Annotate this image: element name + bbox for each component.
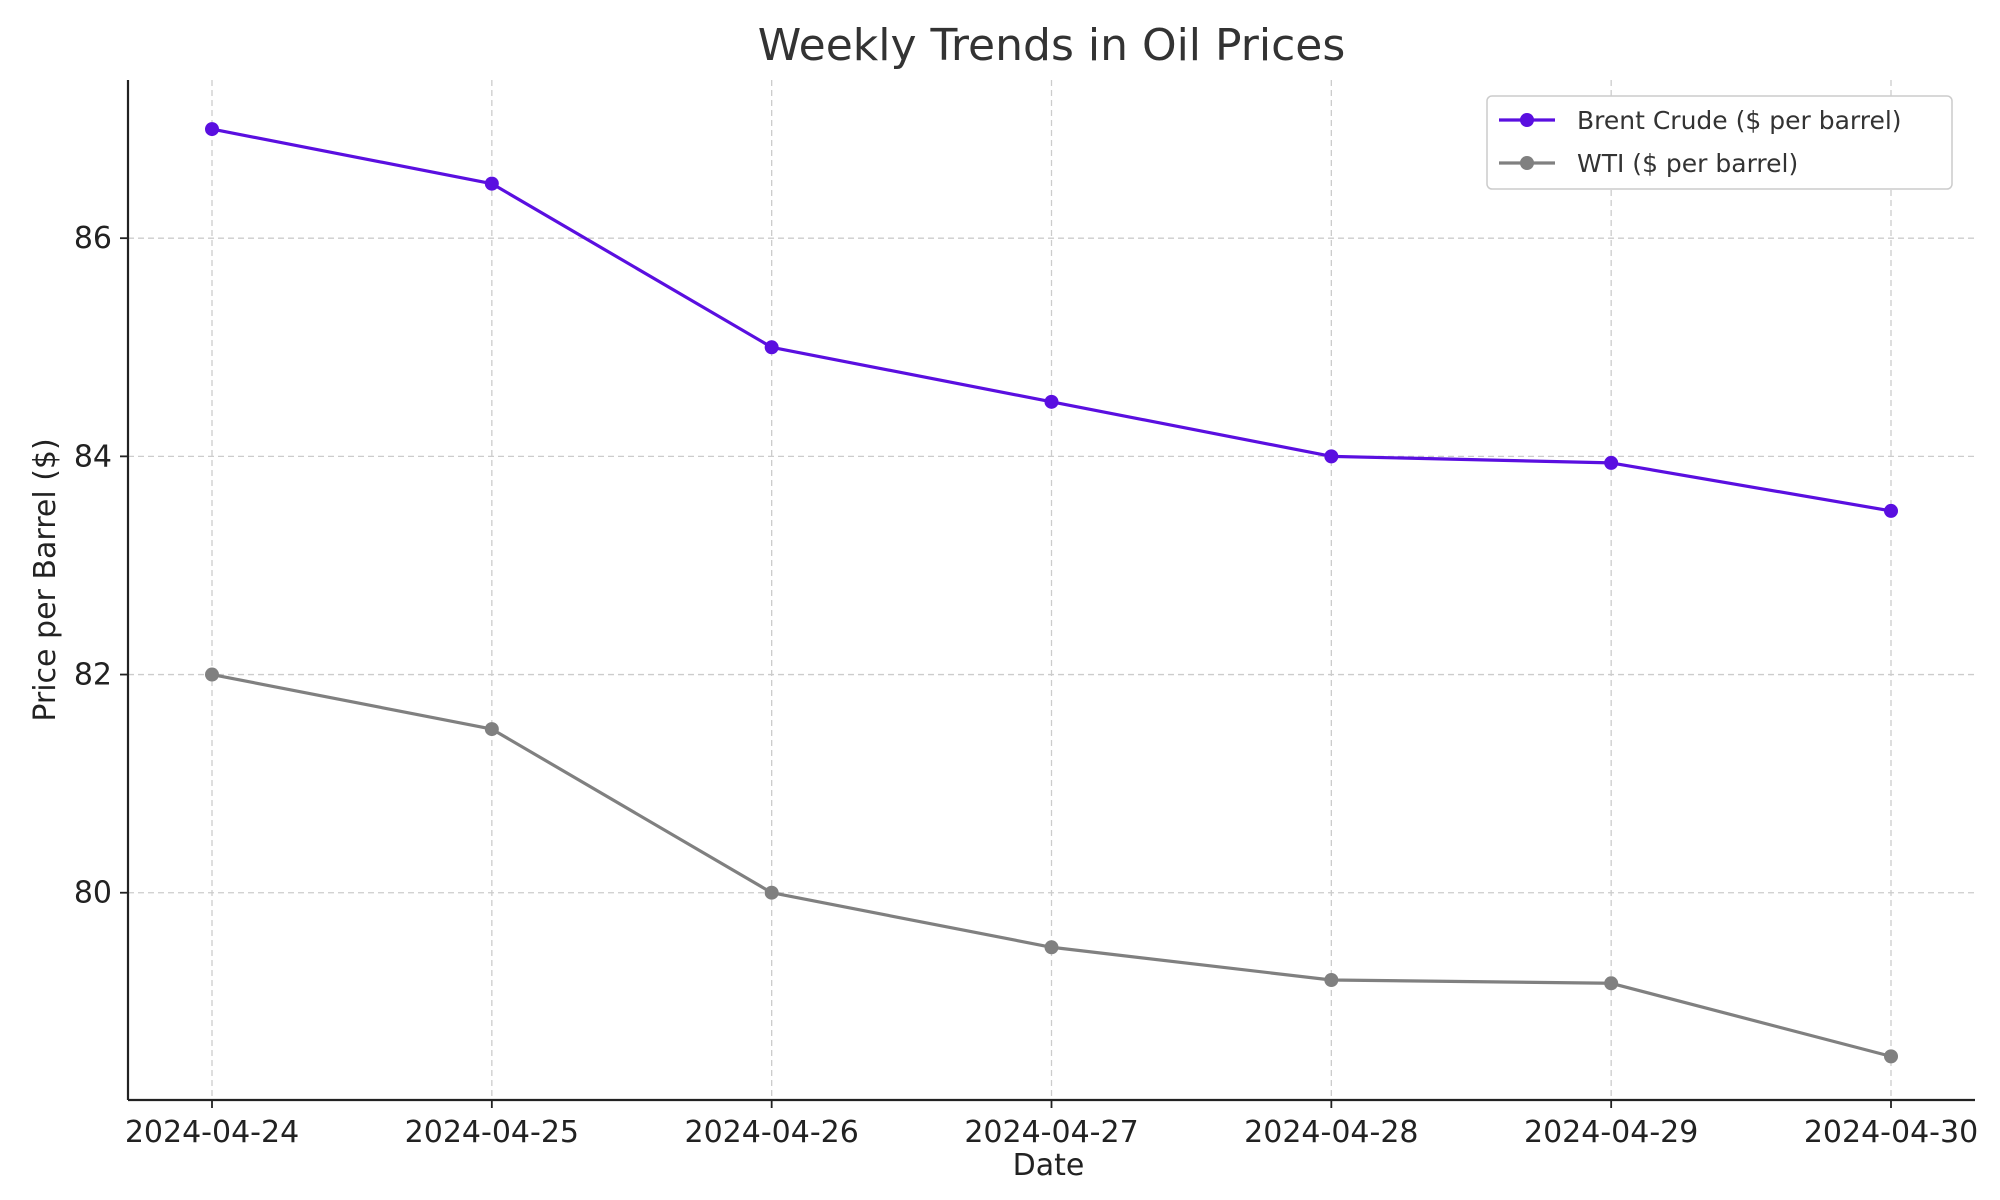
series-brent-crude <box>205 122 1898 518</box>
data-point <box>1604 455 1619 470</box>
x-tick-label: 2024-04-30 <box>1804 1115 1978 1150</box>
chart-title: Weekly Trends in Oil Prices <box>758 20 1346 71</box>
x-tick-label: 2024-04-27 <box>964 1115 1138 1150</box>
series-lines <box>205 122 1898 1064</box>
legend-entry: Brent Crude ($ per barrel) <box>1499 106 1902 135</box>
y-axis-label: Price per Barrel ($) <box>28 438 63 721</box>
y-tick-label: 80 <box>74 876 112 911</box>
legend-entry: WTI ($ per barrel) <box>1499 149 1798 178</box>
data-point <box>1884 1049 1898 1064</box>
legend: Brent Crude ($ per barrel) WTI ($ per bar… <box>1486 95 1953 190</box>
grid <box>128 80 1975 1100</box>
data-point <box>484 722 499 737</box>
x-tick-label: 2024-04-26 <box>684 1115 858 1150</box>
y-tick-label: 86 <box>74 221 112 256</box>
x-tick-label: 2024-04-29 <box>1524 1115 1698 1150</box>
legend-label: Brent Crude ($ per barrel) <box>1577 106 1902 135</box>
data-point <box>764 885 779 900</box>
data-point <box>1324 449 1339 464</box>
data-point <box>1324 973 1339 987</box>
data-point <box>1884 503 1898 518</box>
tick-labels: 2024-04-24 2024-04-25 2024-04-26 2024-04-27… <box>74 221 1978 1150</box>
legend-box <box>1486 95 1953 190</box>
x-axis-label: Date <box>1013 1148 1085 1183</box>
y-tick-label: 84 <box>74 439 112 474</box>
data-point <box>1044 940 1059 955</box>
data-point <box>1044 394 1059 409</box>
y-tick-label: 82 <box>74 658 112 693</box>
legend-marker <box>1520 113 1534 127</box>
data-point <box>205 122 219 137</box>
data-point <box>1604 976 1619 991</box>
data-point <box>484 176 499 191</box>
x-tick-label: 2024-04-28 <box>1244 1115 1418 1150</box>
series-wti <box>205 667 1898 1064</box>
data-point <box>205 667 219 682</box>
legend-label: WTI ($ per barrel) <box>1577 149 1798 178</box>
x-tick-label: 2024-04-25 <box>405 1115 579 1150</box>
x-tick-label: 2024-04-24 <box>125 1115 299 1150</box>
legend-marker <box>1520 156 1534 170</box>
data-point <box>764 340 779 355</box>
